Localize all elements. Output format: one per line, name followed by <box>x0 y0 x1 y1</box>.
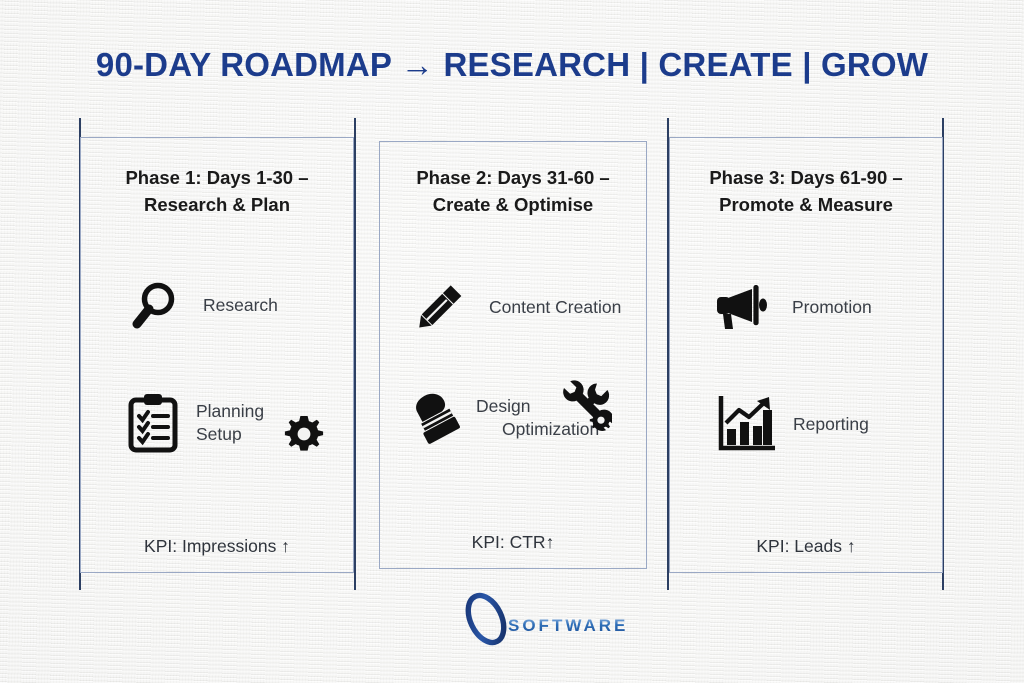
phase-1-kpi: KPI: Impressions ↑ <box>144 536 290 556</box>
phase-3-item-promotion[interactable]: Promotion <box>712 282 872 334</box>
phase-card-3[interactable]: Phase 3: Days 61-90 – Promote & Measure … <box>669 137 943 573</box>
bar-chart-growth-icon <box>717 396 775 454</box>
pencil-icon <box>409 279 467 337</box>
phase-1-title: Phase 1: Days 1-30 – Research & Plan <box>125 167 309 215</box>
phase-2-item-content-creation[interactable]: Content Creation <box>409 279 621 337</box>
megaphone-icon <box>712 282 774 334</box>
phase-3-kpi: KPI: Leads ↑ <box>756 536 856 556</box>
logo-wordmark: SOFTWARE <box>508 616 629 635</box>
phase-2-item-design-optimization-label: Design Optimization <box>476 395 600 439</box>
phase-1-item-planning-setup-label: Planning Setup <box>196 400 265 444</box>
gear-icon <box>284 414 324 454</box>
phase-1-item-planning-setup[interactable]: Planning Setup <box>127 392 324 454</box>
phase-3-item-reporting[interactable]: Reporting <box>717 396 869 454</box>
brand-logo[interactable]: SOFTWARE <box>452 590 625 653</box>
rail-right-phase-1 <box>354 118 356 590</box>
phase-2-item-design-optimization[interactable]: Design Optimization <box>406 380 612 446</box>
phase-3-item-promotion-label: Promotion <box>792 297 872 318</box>
phase-2-kpi: KPI: CTR↑ <box>471 532 555 552</box>
phase-2-item-content-creation-label: Content Creation <box>489 297 622 318</box>
rail-left-phase-3 <box>667 118 669 590</box>
ellipse-ring-mark-icon <box>452 590 526 653</box>
phase-card-1[interactable]: Phase 1: Days 1-30 – Research & Plan Res… <box>80 137 354 573</box>
rail-right-phase-3 <box>942 118 944 590</box>
page-title: 90-DAY ROADMAP → RESEARCH | CREATE | GRO… <box>95 46 929 83</box>
phase-1-item-research[interactable]: Research <box>127 278 278 334</box>
wrench-gear-icon <box>556 378 612 434</box>
phase-2-title: Phase 2: Days 31-60 – Create & Optimise <box>416 167 610 215</box>
paintbrush-icon <box>406 390 462 446</box>
phase-1-item-research-label: Research <box>203 295 278 316</box>
phase-3-title: Phase 3: Days 61-90 – Promote & Measure <box>709 167 903 215</box>
clipboard-checklist-icon <box>127 392 179 454</box>
magnifier-icon <box>127 278 183 334</box>
phase-3-item-reporting-label: Reporting <box>793 414 869 435</box>
phase-card-2[interactable]: Phase 2: Days 31-60 – Create & Optimise <box>379 141 647 569</box>
